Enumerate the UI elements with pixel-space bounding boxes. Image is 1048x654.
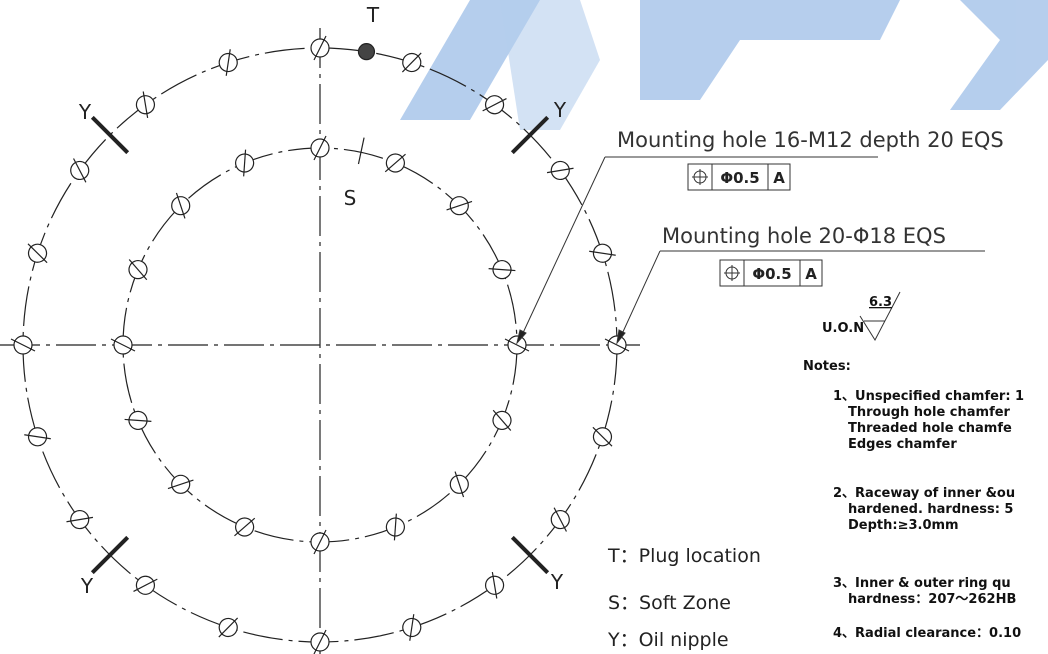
hole bbox=[545, 156, 575, 185]
hole bbox=[400, 48, 425, 76]
hole bbox=[111, 336, 135, 354]
hole bbox=[23, 425, 51, 450]
hole bbox=[123, 257, 152, 283]
notes-title: Notes: bbox=[803, 359, 851, 374]
hole bbox=[311, 136, 329, 160]
leader bbox=[522, 157, 605, 335]
hole bbox=[216, 48, 241, 76]
hole bbox=[605, 336, 629, 354]
hole bbox=[480, 570, 509, 600]
tolerance: Φ0.5 bbox=[720, 169, 759, 187]
hole bbox=[232, 148, 258, 177]
plug-marker bbox=[358, 44, 374, 60]
hole bbox=[545, 505, 575, 534]
label-y: Y bbox=[553, 98, 567, 122]
hole bbox=[232, 512, 258, 541]
label-s: S bbox=[344, 186, 357, 210]
note-line: 1、Unspecified chamfer: 1 bbox=[833, 389, 1024, 404]
callout-text: Mounting hole 20-Φ18 EQS bbox=[662, 224, 946, 248]
hole bbox=[123, 407, 152, 433]
note-line: Threaded hole chamfe bbox=[848, 421, 1012, 436]
note-line: 3、Inner & outer ring qu bbox=[833, 576, 1011, 591]
note-line: 4、Radial clearance：0.10 bbox=[833, 626, 1021, 641]
hole bbox=[311, 36, 329, 60]
legend-item: T：Plug location bbox=[607, 545, 761, 567]
drawing: Mounting hole 16-M12 depth 20 EQS Φ0.5 A… bbox=[0, 0, 1048, 654]
hole bbox=[23, 241, 51, 266]
hole bbox=[400, 613, 425, 641]
note-line: Depth:≥3.0mm bbox=[848, 518, 959, 533]
note-line: Through hole chamfer bbox=[848, 405, 1011, 420]
geometry bbox=[0, 28, 640, 654]
hole bbox=[505, 336, 529, 354]
label-y: Y bbox=[78, 100, 92, 124]
datum: A bbox=[773, 169, 785, 187]
soft-zone-mark bbox=[358, 138, 364, 164]
page: Mounting hole 16-M12 depth 20 EQS Φ0.5 A… bbox=[0, 0, 1048, 654]
hole bbox=[487, 407, 516, 433]
roughness-value: 6.3 bbox=[869, 295, 892, 310]
note-line: hardened. hardness: 5 bbox=[848, 502, 1013, 517]
tolerance: Φ0.5 bbox=[752, 265, 791, 283]
hole bbox=[11, 336, 35, 354]
datum: A bbox=[805, 265, 817, 283]
hole bbox=[382, 148, 408, 177]
hole bbox=[216, 613, 241, 641]
legend-item: S：Soft Zone bbox=[608, 592, 731, 614]
hole bbox=[588, 241, 616, 266]
hole bbox=[65, 156, 95, 185]
legend-item: Y：Oil nipple bbox=[607, 629, 729, 651]
hole bbox=[588, 425, 616, 450]
note-line: Edges chamfer bbox=[848, 437, 957, 452]
note-line: hardness：207～262HB bbox=[848, 592, 1016, 607]
hole bbox=[131, 90, 160, 120]
hole bbox=[382, 512, 408, 541]
label-y: Y bbox=[550, 570, 564, 594]
note-line: 2、Raceway of inner &ou bbox=[833, 486, 1015, 501]
leader bbox=[622, 251, 660, 334]
hole bbox=[65, 505, 95, 534]
hole bbox=[487, 257, 516, 283]
label-y: Y bbox=[80, 574, 94, 598]
roughness-label: U.O.N bbox=[822, 321, 864, 336]
hole bbox=[131, 570, 160, 600]
label-t: T bbox=[366, 3, 380, 27]
callout-text: Mounting hole 16-M12 depth 20 EQS bbox=[617, 128, 1004, 152]
hole bbox=[311, 530, 329, 554]
hole bbox=[311, 630, 329, 654]
